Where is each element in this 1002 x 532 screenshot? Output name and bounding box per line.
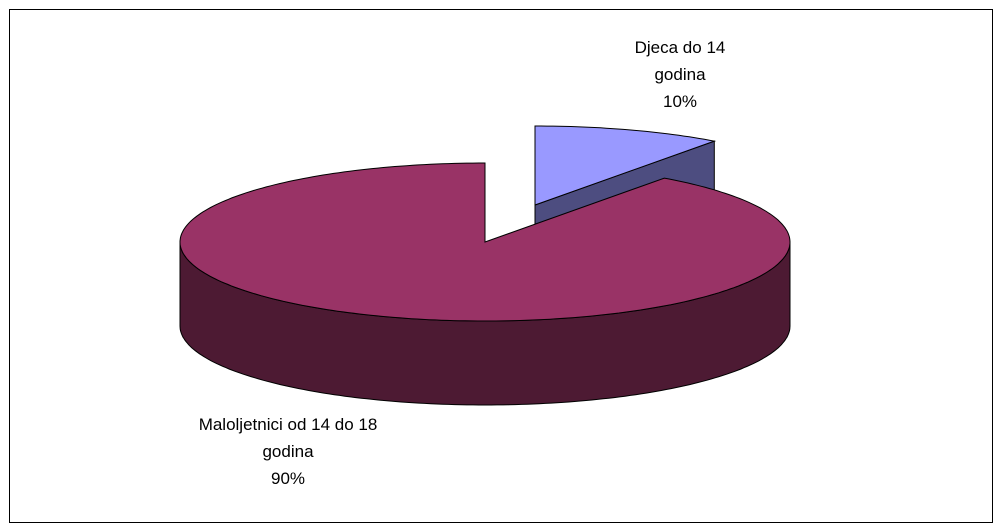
slice-label: Maloljetnici od 14 do 18 godina 90% (198, 411, 378, 492)
value-label: 10% (662, 92, 698, 111)
value-label: 90% (270, 469, 306, 488)
pie-slice (179, 162, 791, 322)
pie-slice (534, 125, 717, 206)
slice-label: Djeca do 14 godina 10% (625, 34, 735, 115)
category-label: Maloljetnici od 14 do 18 godina (198, 415, 378, 461)
category-label: Djeca do 14 godina (634, 38, 726, 84)
